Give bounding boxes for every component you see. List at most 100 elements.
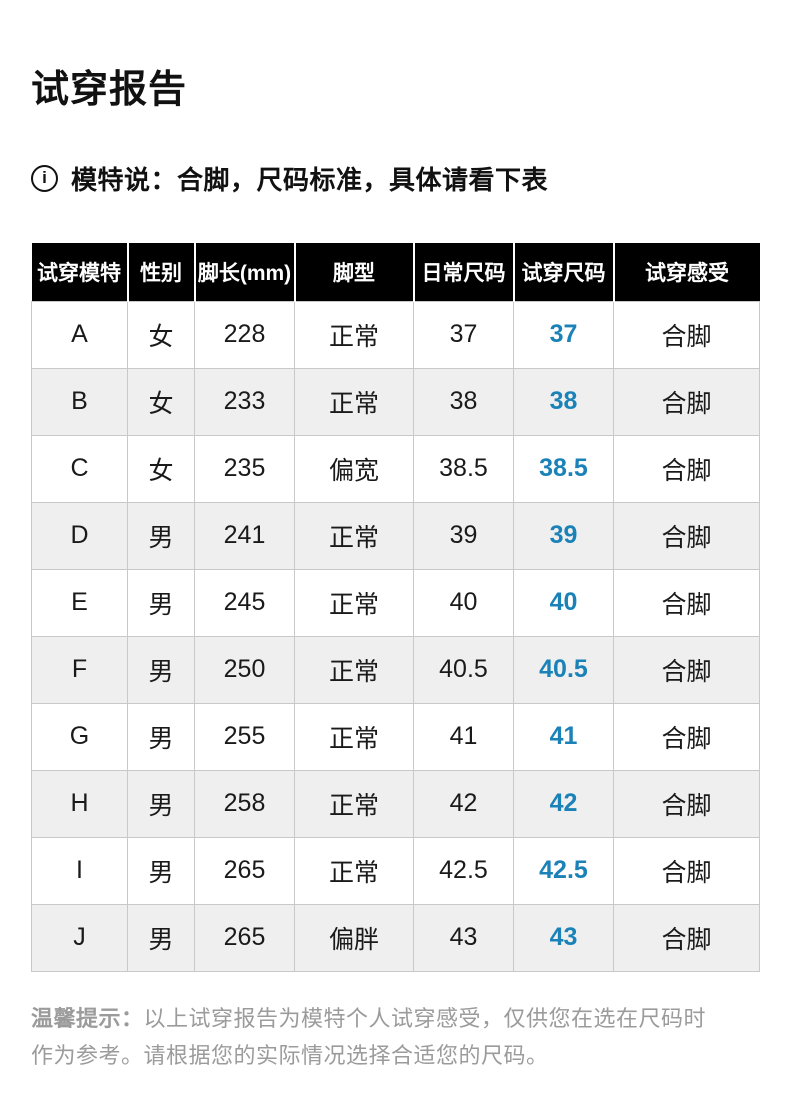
cell-daily-size: 41 <box>413 702 514 771</box>
table-row-model-A: A 女 228 正常 37 37 合脚 <box>31 300 760 369</box>
cell-tried-size: 39 <box>513 501 614 570</box>
cell-tried-size: 38 <box>513 367 614 436</box>
cell-tried-size: 42 <box>513 769 614 838</box>
cell-model: C <box>31 434 128 503</box>
cell-foot-type: 正常 <box>294 769 414 838</box>
cell-foot-type: 正常 <box>294 568 414 637</box>
cell-feeling: 合脚 <box>613 903 760 972</box>
cell-gender: 男 <box>127 769 195 838</box>
cell-daily-size: 38 <box>413 367 514 436</box>
cell-foot-type: 正常 <box>294 501 414 570</box>
cell-model: E <box>31 568 128 637</box>
cell-tried-size: 43 <box>513 903 614 972</box>
cell-foot-length: 265 <box>194 836 295 905</box>
table-row-model-G: G 男 255 正常 41 41 合脚 <box>31 702 760 771</box>
cell-foot-length: 265 <box>194 903 295 972</box>
cell-foot-type: 正常 <box>294 635 414 704</box>
cell-feeling: 合脚 <box>613 836 760 905</box>
cell-feeling: 合脚 <box>613 769 760 838</box>
cell-daily-size: 42 <box>413 769 514 838</box>
table-row-model-H: H 男 258 正常 42 42 合脚 <box>31 769 760 838</box>
cell-foot-type: 正常 <box>294 702 414 771</box>
cell-foot-length: 245 <box>194 568 295 637</box>
table-row-model-D: D 男 241 正常 39 39 合脚 <box>31 501 760 570</box>
cell-foot-length: 233 <box>194 367 295 436</box>
cell-tried-size: 40.5 <box>513 635 614 704</box>
cell-feeling: 合脚 <box>613 568 760 637</box>
table-header-row: 试穿模特 性别 脚长(mm) 脚型 日常尺码 试穿尺码 试穿感受 <box>31 243 760 301</box>
cell-feeling: 合脚 <box>613 367 760 436</box>
cell-daily-size: 37 <box>413 300 514 369</box>
cell-gender: 男 <box>127 501 195 570</box>
cell-daily-size: 43 <box>413 903 514 972</box>
cell-model: G <box>31 702 128 771</box>
table-header: 试穿模特 性别 脚长(mm) 脚型 日常尺码 试穿尺码 试穿感受 <box>31 243 760 301</box>
table-row-model-J: J 男 265 偏胖 43 43 合脚 <box>31 903 760 972</box>
cell-foot-type: 正常 <box>294 367 414 436</box>
cell-foot-length: 235 <box>194 434 295 503</box>
cell-model: F <box>31 635 128 704</box>
cell-model: H <box>31 769 128 838</box>
cell-foot-length: 255 <box>194 702 295 771</box>
cell-tried-size: 38.5 <box>513 434 614 503</box>
cell-feeling: 合脚 <box>613 635 760 704</box>
fitting-report-section: 试穿报告 i 模特说：合脚，尺码标准，具体请看下表 试穿模特 性别 脚长(mm) 脚型… <box>31 69 760 1074</box>
cell-tried-size: 41 <box>513 702 614 771</box>
table-row-model-F: F 男 250 正常 40.5 40.5 合脚 <box>31 635 760 704</box>
cell-tried-size: 40 <box>513 568 614 637</box>
model-note: i 模特说：合脚，尺码标准，具体请看下表 <box>31 163 760 195</box>
cell-gender: 男 <box>127 568 195 637</box>
col-header-tried-size: 试穿尺码 <box>512 243 614 301</box>
cell-model: B <box>31 367 128 436</box>
footer-tip-text: 以上试穿报告为模特个人试穿感受，仅供您在选在尺码时作为参考。请根据您的实际情况选… <box>31 1005 707 1068</box>
footer-tip: 温馨提示：以上试穿报告为模特个人试穿感受，仅供您在选在尺码时作为参考。请根据您的… <box>31 1000 721 1074</box>
cell-daily-size: 42.5 <box>413 836 514 905</box>
cell-feeling: 合脚 <box>613 501 760 570</box>
footer-tip-label: 温馨提示： <box>31 1005 144 1031</box>
cell-tried-size: 42.5 <box>513 836 614 905</box>
cell-foot-type: 偏宽 <box>294 434 414 503</box>
table-row-model-I: I 男 265 正常 42.5 42.5 合脚 <box>31 836 760 905</box>
cell-daily-size: 40.5 <box>413 635 514 704</box>
cell-daily-size: 38.5 <box>413 434 514 503</box>
fitting-report-table: 试穿模特 性别 脚长(mm) 脚型 日常尺码 试穿尺码 试穿感受 A 女 228 正常 37 37 合脚… <box>31 243 760 972</box>
cell-feeling: 合脚 <box>613 702 760 771</box>
cell-foot-length: 258 <box>194 769 295 838</box>
cell-gender: 男 <box>127 836 195 905</box>
cell-model: I <box>31 836 128 905</box>
cell-foot-length: 250 <box>194 635 295 704</box>
cell-model: A <box>31 300 128 369</box>
cell-tried-size: 37 <box>513 300 614 369</box>
info-icon-glyph: i <box>42 168 47 187</box>
page-title: 试穿报告 <box>31 69 188 111</box>
table-row-model-E: E 男 245 正常 40 40 合脚 <box>31 568 760 637</box>
cell-daily-size: 40 <box>413 568 514 637</box>
cell-gender: 男 <box>127 903 195 972</box>
cell-foot-type: 正常 <box>294 300 414 369</box>
col-header-foot-type: 脚型 <box>293 243 414 301</box>
cell-foot-type: 正常 <box>294 836 414 905</box>
cell-foot-length: 241 <box>194 501 295 570</box>
cell-gender: 女 <box>127 434 195 503</box>
cell-feeling: 合脚 <box>613 434 760 503</box>
cell-model: J <box>31 903 128 972</box>
cell-gender: 男 <box>127 702 195 771</box>
col-header-daily-size: 日常尺码 <box>412 243 514 301</box>
info-icon: i <box>31 164 58 192</box>
col-header-model: 试穿模特 <box>31 243 128 301</box>
cell-model: D <box>31 501 128 570</box>
cell-gender: 女 <box>127 300 195 369</box>
table-row-model-C: C 女 235 偏宽 38.5 38.5 合脚 <box>31 434 760 503</box>
col-header-feeling: 试穿感受 <box>612 243 760 301</box>
table-body: A 女 228 正常 37 37 合脚 B 女 233 正常 38 38 合脚 C 女 235 偏宽 38.5 38.… <box>31 300 760 972</box>
cell-gender: 男 <box>127 635 195 704</box>
model-note-text: 模特说：合脚，尺码标准，具体请看下表 <box>71 164 549 195</box>
cell-daily-size: 39 <box>413 501 514 570</box>
table-row-model-B: B 女 233 正常 38 38 合脚 <box>31 367 760 436</box>
col-header-gender: 性别 <box>126 243 195 301</box>
cell-feeling: 合脚 <box>613 300 760 369</box>
cell-foot-type: 偏胖 <box>294 903 414 972</box>
col-header-foot-length: 脚长(mm) <box>193 243 295 301</box>
cell-gender: 女 <box>127 367 195 436</box>
cell-foot-length: 228 <box>194 300 295 369</box>
